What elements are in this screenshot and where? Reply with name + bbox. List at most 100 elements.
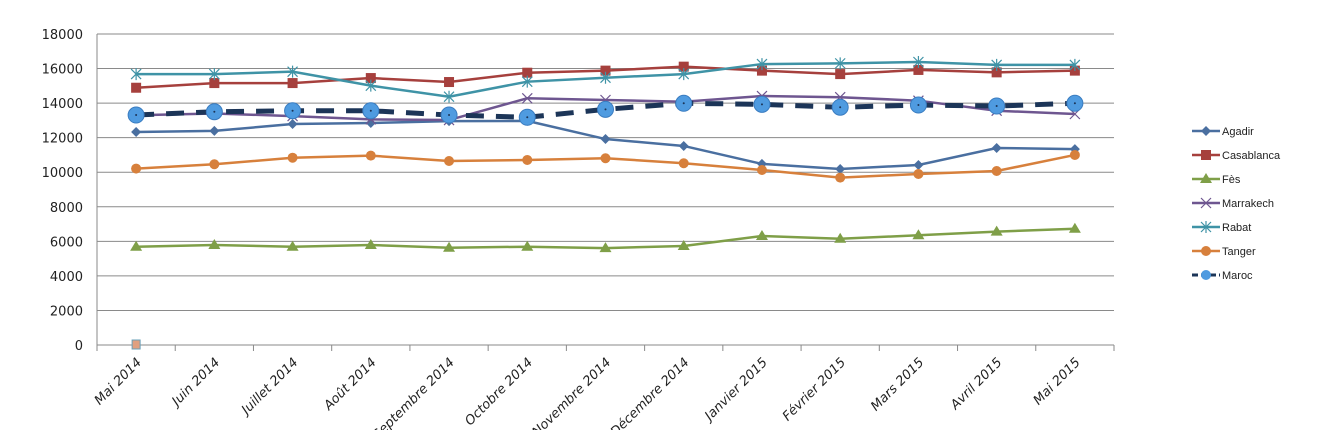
series-maroc	[127, 94, 1084, 126]
y-tick-label: 0	[75, 339, 83, 354]
diamond-marker	[600, 134, 611, 145]
diamond-marker	[131, 126, 142, 137]
diamond-marker	[209, 125, 220, 136]
circle-marker-dot	[604, 108, 607, 111]
star-marker	[130, 68, 142, 81]
square-marker	[835, 69, 846, 80]
circle-marker	[1201, 246, 1211, 256]
x-tick-label: Mai 2015	[1031, 355, 1084, 408]
x-tick-label: Mars 2015	[868, 355, 927, 414]
triangle-marker	[286, 240, 299, 251]
series-rabat	[130, 55, 1081, 103]
legend-label: Maroc	[1222, 270, 1253, 282]
circle-marker-dot	[369, 109, 372, 112]
star-marker	[756, 58, 768, 71]
x-tick-label: Avril 2015	[947, 355, 1005, 413]
legend-label: Tanger	[1222, 246, 1256, 258]
x-tick-label: Janvier 2015	[700, 355, 771, 426]
square-marker	[209, 78, 220, 89]
circle-marker	[1201, 270, 1211, 280]
diamond-marker	[678, 140, 689, 151]
legend-item: Rabat	[1192, 221, 1251, 234]
circle-marker	[1069, 149, 1080, 160]
y-tick-label: 6000	[50, 235, 83, 250]
x-tick-label: Août 2014	[321, 355, 380, 414]
square-marker	[991, 67, 1002, 78]
star-marker	[365, 79, 377, 92]
circle-marker-dot	[291, 109, 294, 112]
y-tick-label: 2000	[50, 304, 83, 319]
triangle-marker	[912, 229, 925, 240]
circle-marker	[600, 153, 611, 164]
star-marker	[1069, 58, 1081, 71]
triangle-marker	[599, 242, 612, 253]
triangle-marker	[208, 238, 221, 249]
circle-marker	[131, 163, 142, 174]
legend-item: Marrakech	[1192, 197, 1274, 210]
square-marker	[365, 73, 376, 84]
triangle-marker	[755, 229, 768, 240]
circle-marker	[678, 158, 689, 169]
legend-item: Fès	[1192, 173, 1241, 186]
x-tick-label: Juin 2014	[167, 355, 223, 411]
square-marker	[600, 65, 611, 76]
diamond-marker	[1201, 126, 1211, 136]
x-tick-label: Octobre 2014	[462, 355, 536, 429]
circle-marker-dot	[839, 106, 842, 109]
series-agadir	[131, 115, 1080, 174]
circle-marker-dot	[135, 114, 138, 117]
circle-marker	[991, 166, 1002, 177]
triangle-marker	[443, 241, 456, 252]
x-tick-label: Septembre 2014	[370, 355, 458, 430]
triangle-marker	[521, 240, 534, 251]
circle-marker-dot	[760, 103, 763, 106]
circle-marker	[756, 164, 767, 175]
y-tick-label: 12000	[42, 132, 83, 147]
x-tick-label: Juillet 2014	[237, 355, 302, 420]
square-marker	[287, 78, 298, 89]
circle-marker	[913, 168, 924, 179]
circle-marker-dot	[1073, 102, 1076, 105]
triangle-marker	[990, 225, 1003, 236]
square-marker	[913, 64, 924, 75]
circle-marker	[287, 152, 298, 163]
x-tick-label: Février 2015	[780, 355, 849, 424]
star-marker	[208, 68, 220, 81]
square-marker	[522, 67, 533, 78]
circle-marker	[835, 172, 846, 183]
star-marker	[521, 75, 533, 88]
triangle-marker	[130, 240, 143, 251]
square-marker	[756, 65, 767, 76]
circle-marker-dot	[448, 114, 451, 117]
diamond-marker	[913, 159, 924, 170]
zero-point-marker	[131, 339, 141, 350]
y-tick-label: 8000	[50, 201, 83, 216]
square-marker	[1201, 150, 1211, 160]
y-tick-label: 18000	[42, 28, 83, 43]
legend-label: Casablanca	[1222, 150, 1281, 162]
circle-marker-dot	[526, 116, 529, 119]
star-marker	[600, 71, 611, 84]
diamond-marker	[287, 119, 298, 130]
triangle-marker	[1200, 173, 1212, 183]
legend-item: Casablanca	[1192, 150, 1281, 162]
legend-label: Fès	[1222, 174, 1241, 186]
circle-marker-dot	[213, 110, 216, 113]
x-tick-label: Décembre 2014	[608, 355, 693, 430]
x-tick-label: Novembre 2014	[530, 355, 615, 430]
diamond-marker	[835, 163, 846, 174]
legend-label: Rabat	[1222, 222, 1251, 234]
circle-marker	[444, 155, 455, 166]
circle-marker-dot	[995, 105, 998, 108]
triangle-marker	[364, 238, 377, 249]
y-tick-label: 4000	[50, 270, 83, 285]
star-marker	[1200, 221, 1212, 233]
legend-item: Agadir	[1192, 126, 1254, 138]
circle-marker	[522, 154, 533, 165]
triangle-marker	[834, 232, 847, 243]
legend-item: Tanger	[1192, 246, 1256, 258]
legend: Agadir Casablanca Fès Marrakech Rabat Tanger M…	[1192, 126, 1281, 282]
circle-marker	[209, 159, 220, 170]
series-tanger	[131, 149, 1080, 183]
